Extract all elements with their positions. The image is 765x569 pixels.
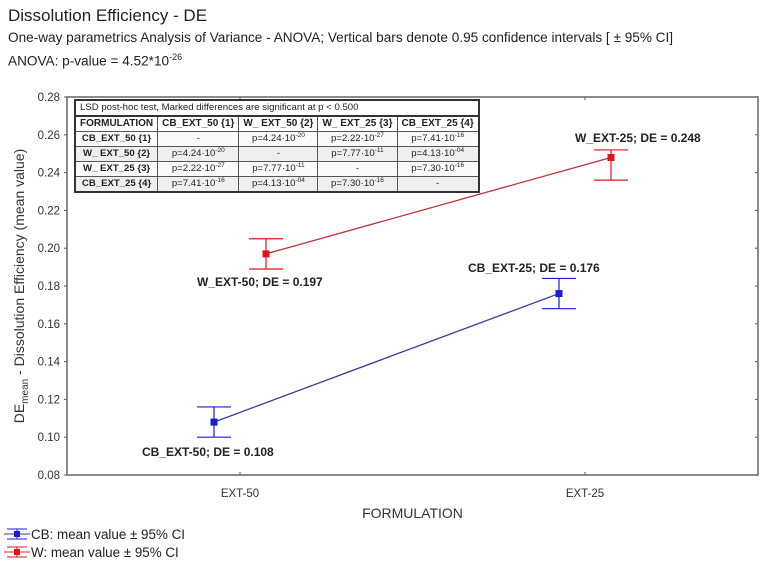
x-tick-label: EXT-50	[221, 488, 259, 500]
table-cell: -	[396, 176, 480, 193]
mean-marker	[555, 290, 563, 298]
legend-item-w: W: mean value ± 95% CI	[4, 543, 185, 561]
y-tick-label: 0.26	[38, 130, 60, 142]
table-caption: LSD post-hoc test, Marked differences ar…	[74, 99, 480, 117]
y-tick-label: 0.28	[38, 92, 60, 104]
y-tick-label: 0.08	[38, 470, 60, 482]
table-header-cell: FORMULATION	[74, 115, 159, 132]
y-tick-label: 0.22	[38, 205, 60, 217]
y-tick-label: 0.14	[38, 357, 61, 369]
mean-marker	[210, 418, 218, 426]
point-label: W_EXT-25; DE = 0.248	[575, 131, 701, 145]
point-label: W_EXT-50; DE = 0.197	[197, 275, 323, 289]
table-row-label: W_ EXT_50 {2}	[74, 146, 159, 162]
y-tick-label: 0.10	[38, 432, 60, 444]
y-tick-label: 0.12	[38, 394, 60, 406]
table-header-cell: W_ EXT_25 {3}	[317, 115, 398, 132]
lsd-posthoc-table: LSD post-hoc test, Marked differences ar…	[74, 99, 480, 193]
table-row: CB_EXT_50 {1} - p=4.24·10-20 p=2.22·10-27 p=…	[74, 131, 480, 147]
y-tick-label: 0.24	[38, 168, 61, 180]
data-point-cb-ext-50	[197, 406, 231, 438]
table-header-cell: CB_EXT_50 {1}	[157, 115, 240, 132]
plot-frame	[66, 96, 759, 476]
y-tick-label: 0.16	[38, 319, 60, 331]
table-cell: -	[317, 161, 398, 177]
table-cell: p=7.77·10-11	[238, 161, 319, 177]
y-axis-title-sub: mean	[20, 379, 31, 404]
table-cell: p=7.30·10-16	[396, 161, 480, 177]
table-cell: p=4.13·10-04	[396, 146, 480, 162]
table-cell-exponent: -11	[374, 147, 384, 154]
data-point-w-ext-50	[249, 238, 283, 270]
legend: CB: mean value ± 95% CI W: mean value ± …	[4, 525, 185, 561]
anova-p-value-exponent: -26	[169, 52, 183, 62]
chart-title: Dissolution Efficiency - DE	[8, 6, 208, 25]
table-cell: p=4.24·10-20	[157, 146, 240, 162]
table-row-label: W_ EXT_25 {3}	[74, 161, 159, 177]
table-header-cell: CB_EXT_25 {4}	[396, 115, 480, 132]
table-cell-exponent: -16	[454, 132, 465, 139]
y-axis-title-rest: - Dissolution Efficiency (mean value)	[11, 149, 27, 379]
table-cell-exponent: -27	[374, 132, 384, 139]
table-cell: p=7.41·10-16	[396, 131, 480, 147]
point-label: CB_EXT-25; DE = 0.176	[468, 261, 600, 275]
point-label: CB_EXT-50; DE = 0.108	[142, 445, 274, 459]
legend-cb-marker-icon	[4, 528, 30, 540]
y-axis: 0.08 0.10 0.12 0.14 0.16 0.18 0.20 0.22 0.24 0.26…	[38, 92, 758, 482]
table-header-cell: W_ EXT_50 {2}	[238, 115, 319, 132]
anova-p-value: ANOVA: p-value = 4.52*10-26	[8, 52, 182, 69]
table-cell-exponent: -04	[295, 177, 305, 184]
table-cell: -	[238, 146, 319, 162]
mean-marker	[607, 153, 615, 161]
legend-w-label: W: mean value ± 95% CI	[31, 544, 179, 560]
table-row-label: CB_EXT_25 {4}	[74, 176, 159, 193]
table-cell: p=4.13·10-04	[238, 176, 319, 193]
y-axis-title: DEmean - Dissolution Efficiency (mean va…	[11, 149, 31, 424]
table-cell-exponent: -27	[215, 162, 225, 169]
x-axis-title: FORMULATION	[362, 505, 463, 521]
series-group	[197, 149, 628, 438]
y-tick-label: 0.20	[38, 243, 60, 255]
x-tick-label: EXT-25	[566, 488, 604, 500]
x-axis: EXT-50 EXT-25	[221, 97, 604, 500]
series-line-cb	[213, 292, 560, 423]
legend-cb-label: CB: mean value ± 95% CI	[31, 526, 185, 542]
legend-item-cb: CB: mean value ± 95% CI	[4, 525, 185, 543]
table-cell: -	[157, 131, 240, 147]
legend-w-marker-icon	[4, 546, 30, 558]
table-cell: p=4.24·10-20	[238, 131, 319, 147]
table-cell: p=7.30·10-16	[317, 176, 398, 193]
data-point-cb-ext-25	[542, 277, 576, 310]
table-cell: p=2.22·10-27	[157, 161, 240, 177]
table-cell-exponent: -20	[215, 147, 225, 154]
anova-p-value-text: ANOVA: p-value = 4.52*10	[8, 53, 170, 69]
y-tick-label: 0.18	[38, 281, 60, 293]
table-row-label: CB_EXT_50 {1}	[74, 131, 159, 147]
table-row: W_ EXT_25 {3} p=2.22·10-27 p=7.77·10-11- p=…	[74, 161, 480, 177]
point-labels: W_EXT-25; DE = 0.248 CB_EXT-25; DE = 0.17…	[142, 131, 701, 459]
table-cell: p=7.41·10-16	[157, 176, 240, 193]
table-cell-exponent: -04	[454, 147, 465, 154]
table-row: CB_EXT_25 {4} p=7.41·10-16 p=4.13·10-04 p=7…	[74, 176, 480, 193]
table-cell-exponent: -16	[454, 162, 465, 169]
chart-subtitle: One-way parametrics Analysis of Variance…	[8, 30, 674, 45]
table-header-row: FORMULATION CB_EXT_50 {1} W_ EXT_50 {2} W_ …	[74, 115, 480, 132]
table-cell: p=2.22·10-27	[317, 131, 398, 147]
table-row: W_ EXT_50 {2} p=4.24·10-20- p=7.77·10-11 p=…	[74, 146, 480, 162]
mean-marker	[262, 250, 270, 258]
table-cell-exponent: -16	[215, 177, 225, 184]
table-cell-exponent: -16	[374, 177, 384, 184]
data-point-w-ext-25	[594, 149, 628, 181]
table-cell-exponent: -11	[295, 162, 305, 169]
series-line-w	[265, 156, 612, 255]
table-cell-exponent: -20	[295, 132, 305, 139]
table-cell: p=7.77·10-11	[317, 146, 398, 162]
y-axis-title-main: DE	[11, 404, 27, 423]
